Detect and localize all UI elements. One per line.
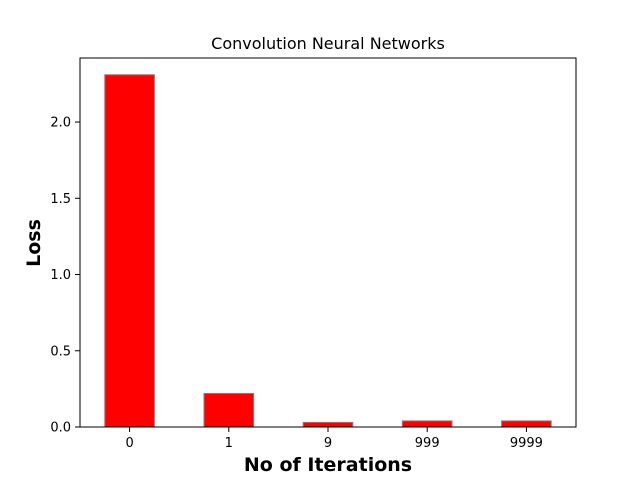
bars-group [104, 74, 552, 428]
y-tick-label-4: 2.0 [50, 116, 71, 131]
y-axis-label: Loss [23, 219, 45, 267]
x-tick-label-9999: 9999 [510, 436, 543, 451]
y-tick-label-0: 0.0 [50, 421, 71, 436]
plot-frame [79, 57, 577, 428]
y-axis-ticks: 0.0 0.5 1.0 1.5 2.0 [50, 116, 80, 436]
bar-1 [203, 392, 255, 428]
y-tick-label-1: 0.5 [50, 344, 71, 359]
y-tick-label-3: 1.5 [50, 192, 71, 207]
x-axis-label: No of Iterations [244, 454, 412, 476]
x-tick-label-999: 999 [415, 436, 440, 451]
x-tick-label-9: 9 [324, 436, 332, 451]
bar-9 [302, 421, 354, 428]
x-tick-label-1: 1 [225, 436, 233, 451]
chart-title: Convolution Neural Networks [211, 34, 445, 53]
x-tick-label-0: 0 [125, 436, 133, 451]
bar-9999 [501, 420, 552, 428]
x-axis-ticks: 0 1 9 999 9999 [125, 427, 543, 451]
y-tick-label-2: 1.0 [50, 268, 71, 283]
bar-0 [104, 74, 155, 428]
bar-999 [401, 420, 453, 428]
